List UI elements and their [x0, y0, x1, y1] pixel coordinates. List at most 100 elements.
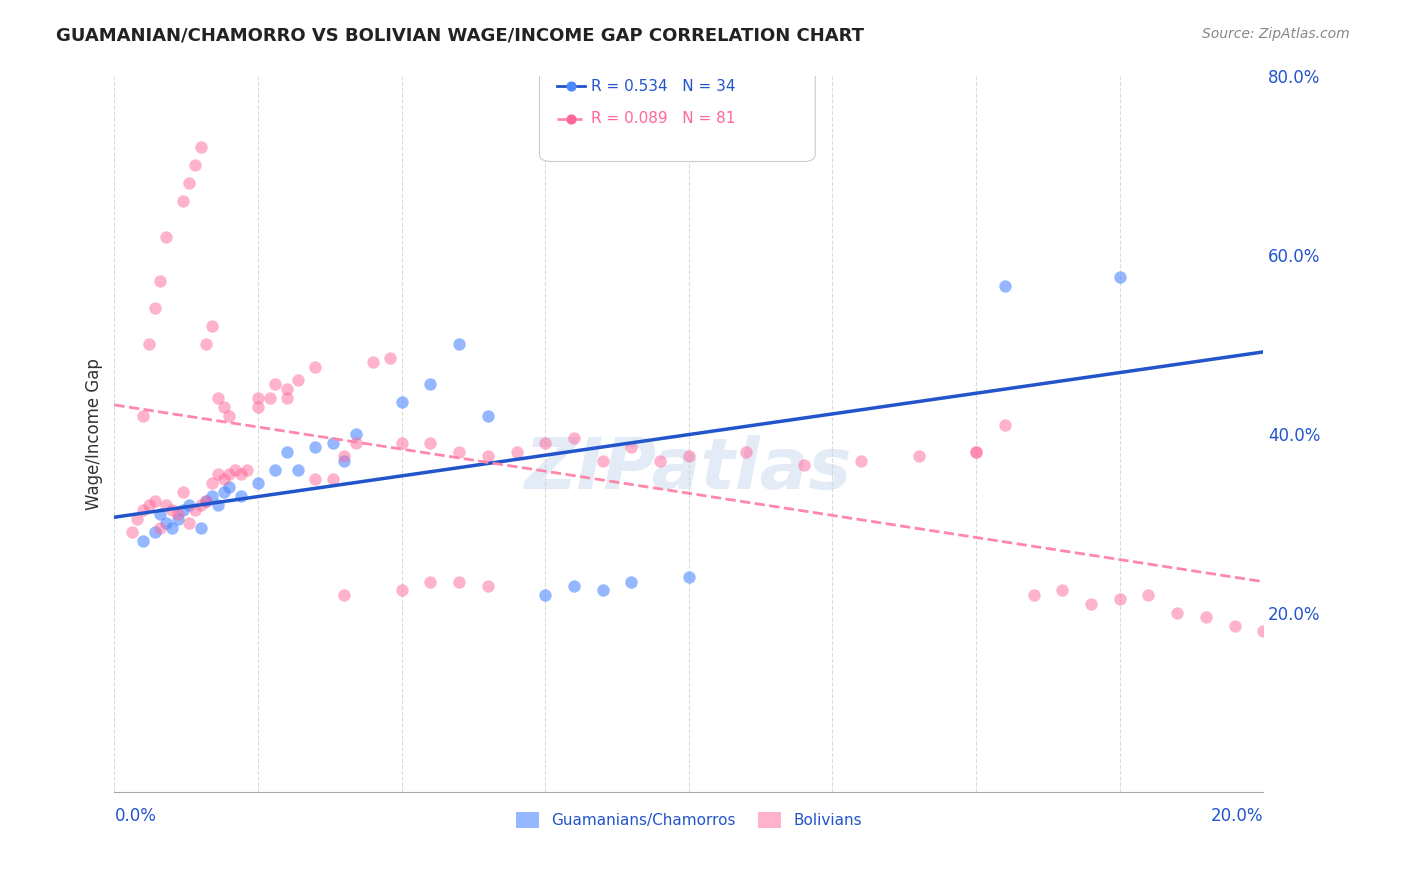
Point — [322, 435, 344, 450]
Point — [1166, 606, 1188, 620]
Point — [304, 440, 326, 454]
Point — [143, 301, 166, 316]
Point — [333, 453, 356, 467]
Point — [132, 503, 155, 517]
Point — [391, 395, 413, 409]
Point — [218, 467, 240, 481]
Point — [562, 431, 585, 445]
Point — [449, 444, 471, 458]
Point — [190, 499, 212, 513]
Point — [177, 516, 200, 531]
Point — [793, 458, 815, 472]
Point — [449, 574, 471, 589]
Point — [149, 275, 172, 289]
Point — [259, 391, 281, 405]
Point — [190, 521, 212, 535]
Point — [155, 516, 177, 531]
Point — [994, 279, 1017, 293]
Point — [477, 449, 499, 463]
Point — [172, 503, 194, 517]
Point — [678, 449, 700, 463]
Point — [177, 176, 200, 190]
Point — [247, 475, 270, 490]
Point — [160, 521, 183, 535]
Point — [207, 467, 229, 481]
Point — [224, 462, 246, 476]
Point — [1137, 588, 1160, 602]
Text: R = 0.534   N = 34: R = 0.534 N = 34 — [591, 78, 735, 94]
Point — [177, 499, 200, 513]
Point — [534, 588, 557, 602]
FancyBboxPatch shape — [540, 62, 815, 161]
Point — [132, 409, 155, 423]
Point — [735, 444, 758, 458]
Text: GUAMANIAN/CHAMORRO VS BOLIVIAN WAGE/INCOME GAP CORRELATION CHART: GUAMANIAN/CHAMORRO VS BOLIVIAN WAGE/INCO… — [56, 27, 865, 45]
Point — [1108, 592, 1130, 607]
Point — [195, 337, 218, 351]
Point — [1022, 588, 1045, 602]
Point — [477, 409, 499, 423]
Point — [195, 494, 218, 508]
Point — [229, 490, 252, 504]
Point — [201, 490, 224, 504]
Point — [276, 391, 298, 405]
Point — [965, 444, 987, 458]
Point — [212, 400, 235, 414]
Point — [534, 435, 557, 450]
Point — [391, 435, 413, 450]
Point — [172, 194, 194, 208]
Point — [127, 512, 149, 526]
Point — [218, 409, 240, 423]
Point — [247, 400, 270, 414]
Point — [235, 462, 257, 476]
Point — [166, 512, 188, 526]
Legend: Guamanians/Chamorros, Bolivians: Guamanians/Chamorros, Bolivians — [509, 806, 868, 835]
Point — [287, 462, 309, 476]
Point — [1195, 610, 1218, 624]
Point — [419, 435, 441, 450]
Point — [907, 449, 929, 463]
Point — [994, 417, 1017, 432]
Point — [391, 583, 413, 598]
Point — [166, 508, 188, 522]
Point — [344, 435, 367, 450]
Point — [212, 485, 235, 500]
Point — [592, 453, 614, 467]
Text: Source: ZipAtlas.com: Source: ZipAtlas.com — [1202, 27, 1350, 41]
Point — [276, 444, 298, 458]
Point — [155, 499, 177, 513]
Point — [184, 158, 207, 172]
Point — [378, 351, 401, 365]
Point — [333, 449, 356, 463]
Point — [195, 494, 218, 508]
Point — [143, 494, 166, 508]
Point — [1108, 270, 1130, 285]
Point — [132, 534, 155, 549]
Y-axis label: Wage/Income Gap: Wage/Income Gap — [86, 358, 103, 509]
Point — [264, 462, 287, 476]
Point — [322, 471, 344, 485]
Point — [304, 359, 326, 374]
Point — [361, 355, 384, 369]
Point — [201, 475, 224, 490]
Point — [264, 377, 287, 392]
Point — [160, 503, 183, 517]
Point — [149, 508, 172, 522]
Point — [678, 570, 700, 584]
Text: 20.0%: 20.0% — [1211, 806, 1264, 824]
Point — [620, 440, 643, 454]
Point — [1052, 583, 1074, 598]
Point — [1080, 597, 1102, 611]
Point — [276, 382, 298, 396]
Point — [190, 140, 212, 154]
Point — [419, 574, 441, 589]
Point — [229, 467, 252, 481]
Point — [1253, 624, 1275, 638]
Point — [138, 337, 160, 351]
Text: ZIPatlas: ZIPatlas — [526, 435, 852, 504]
Point — [592, 583, 614, 598]
Point — [851, 453, 873, 467]
Point — [149, 521, 172, 535]
Point — [207, 499, 229, 513]
Point — [344, 426, 367, 441]
